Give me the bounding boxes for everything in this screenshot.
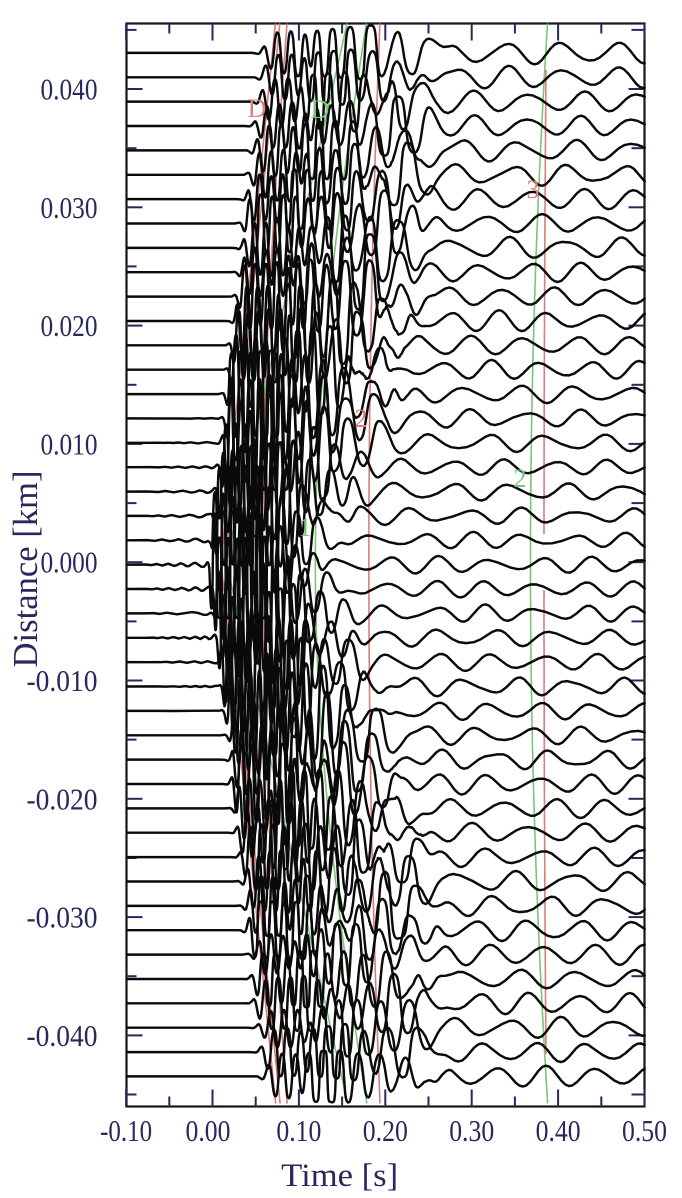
svg-text:0.50: 0.50 bbox=[622, 1113, 667, 1148]
svg-text:0.10: 0.10 bbox=[276, 1113, 321, 1148]
svg-text:0.010: 0.010 bbox=[41, 426, 98, 461]
svg-text:0.000: 0.000 bbox=[41, 545, 98, 580]
svg-text:3: 3 bbox=[527, 175, 540, 204]
svg-text:Distance [km]: Distance [km] bbox=[6, 471, 45, 668]
svg-text:0.00: 0.00 bbox=[186, 1113, 231, 1148]
svg-text:D: D bbox=[311, 95, 330, 124]
svg-text:-0.030: -0.030 bbox=[27, 900, 98, 935]
svg-text:0.020: 0.020 bbox=[41, 308, 98, 343]
svg-text:1: 1 bbox=[299, 513, 312, 542]
svg-text:-0.040: -0.040 bbox=[27, 1018, 98, 1053]
svg-text:-0.010: -0.010 bbox=[27, 663, 98, 698]
svg-text:-0.020: -0.020 bbox=[27, 781, 98, 816]
svg-text:0.20: 0.20 bbox=[363, 1113, 408, 1148]
svg-text:0.040: 0.040 bbox=[41, 72, 98, 107]
svg-text:-0.10: -0.10 bbox=[100, 1113, 152, 1148]
svg-text:0.30: 0.30 bbox=[449, 1113, 494, 1148]
svg-text:Time [s]: Time [s] bbox=[281, 1158, 398, 1194]
svg-text:D: D bbox=[248, 94, 267, 123]
svg-text:2: 2 bbox=[514, 464, 527, 493]
svg-text:2: 2 bbox=[355, 404, 368, 433]
svg-text:0.030: 0.030 bbox=[41, 190, 98, 225]
svg-text:0.40: 0.40 bbox=[536, 1113, 581, 1148]
